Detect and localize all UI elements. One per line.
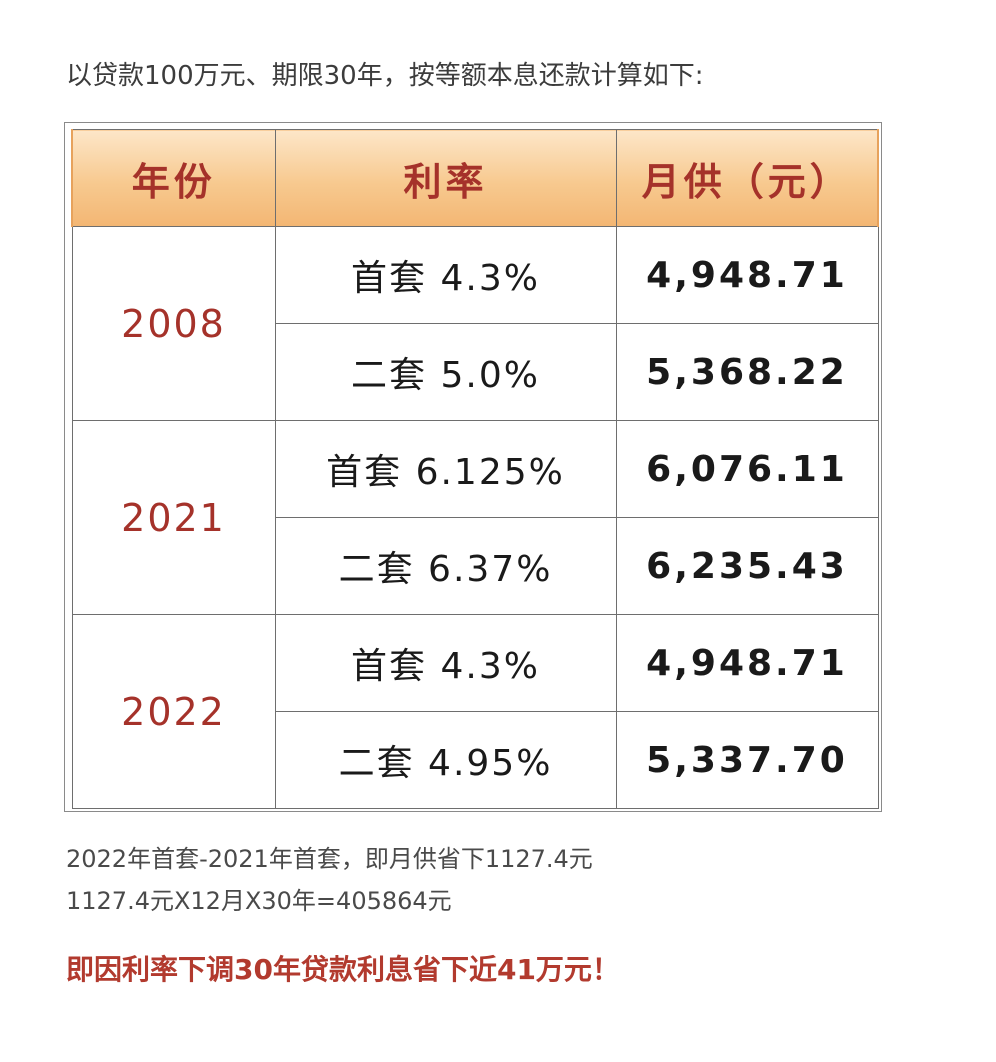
calculation-note: 2022年首套-2021年首套，即月供省下1127.4元 1127.4元X12月… [66, 838, 593, 922]
payment-cell: 6,235.43 [615, 517, 879, 615]
header-payment: 月供（元） [615, 129, 879, 227]
table-row: 二套 5.0% 5,368.22 [72, 323, 879, 421]
table-row: 2021 首套 6.125% 6,076.11 [71, 420, 879, 615]
calc-line-2: 1127.4元X12月X30年=405864元 [66, 887, 452, 915]
rate-cell: 二套 5.0% [274, 323, 617, 421]
header-rate: 利率 [274, 129, 617, 227]
payment-cell: 6,076.11 [615, 420, 879, 518]
rate-cell: 二套 6.37% [274, 517, 617, 615]
table-row: 2008 首套 4.3% 4,948.71 [71, 226, 879, 421]
year-cell-2008: 2008 [71, 226, 276, 421]
intro-text: 以贷款100万元、期限30年，按等额本息还款计算如下: [66, 61, 704, 91]
mortgage-rate-table: 年份 利率 月供（元） 2008 首套 4.3% 4,948.71 二套 5.0… [71, 129, 879, 809]
table-header-row: 年份 利率 月供（元） [71, 129, 879, 227]
header-year: 年份 [71, 129, 276, 227]
rate-table-frame: 年份 利率 月供（元） 2008 首套 4.3% 4,948.71 二套 5.0… [64, 122, 882, 812]
rate-cell: 首套 6.125% [274, 420, 617, 518]
table-row: 二套 4.95% 5,337.70 [72, 711, 879, 809]
year-cell-2022: 2022 [71, 614, 276, 809]
rate-cell: 首套 4.3% [274, 614, 617, 712]
table-row: 2022 首套 4.3% 4,948.71 [71, 614, 879, 809]
payment-cell: 5,368.22 [615, 323, 879, 421]
payment-cell: 4,948.71 [615, 614, 879, 712]
conclusion-text: 即因利率下调30年贷款利息省下近41万元！ [66, 953, 620, 986]
rate-cell: 首套 4.3% [274, 226, 617, 324]
year-cell-2021: 2021 [71, 420, 276, 615]
payment-cell: 5,337.70 [615, 711, 879, 809]
calc-line-1: 2022年首套-2021年首套，即月供省下1127.4元 [66, 845, 593, 873]
rate-cell: 二套 4.95% [274, 711, 617, 809]
payment-cell: 4,948.71 [615, 226, 879, 324]
